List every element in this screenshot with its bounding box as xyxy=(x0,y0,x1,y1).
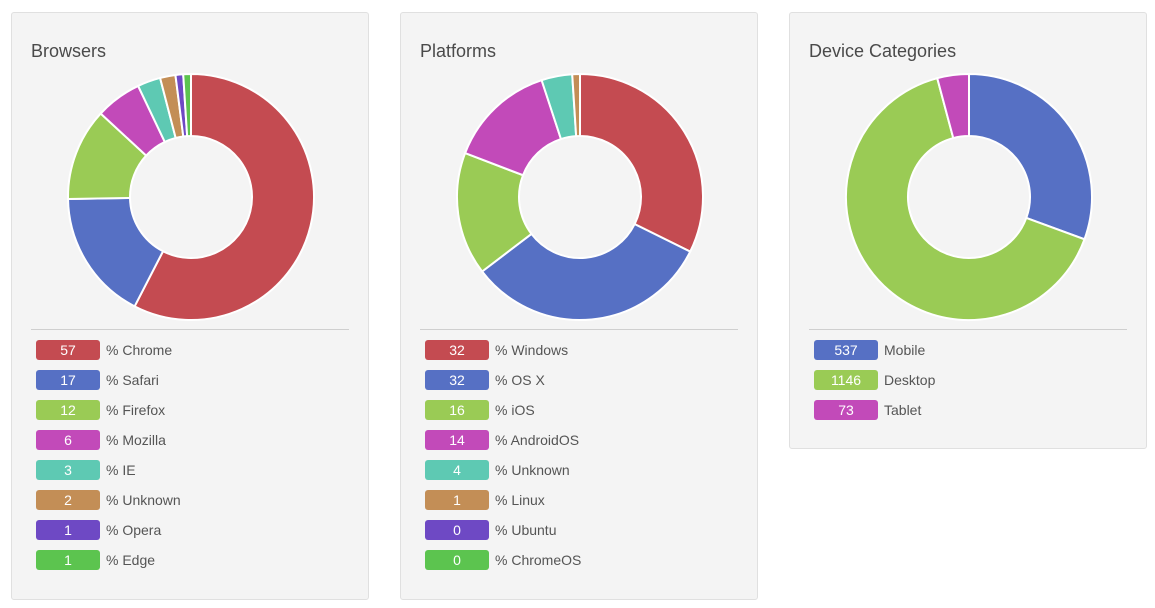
slice-os-x[interactable] xyxy=(480,222,692,321)
legend-item: 14 % AndroidOS xyxy=(425,425,581,455)
legend-item: 3 % IE xyxy=(36,455,181,485)
platforms-donut-chart xyxy=(456,72,704,321)
panel-title: Browsers xyxy=(31,41,107,61)
legend-label: % OS X xyxy=(495,372,545,388)
value-badge: 6 xyxy=(36,430,100,450)
value-badge: 32 xyxy=(425,340,489,360)
value-badge: 2 xyxy=(36,490,100,510)
value-badge: 1 xyxy=(425,490,489,510)
legend-label: % ChromeOS xyxy=(495,552,582,568)
legend-label: % Opera xyxy=(106,522,162,538)
legend-label: % Unknown xyxy=(106,492,181,508)
legend-label: % Unknown xyxy=(495,462,570,478)
device-categories-panel: Device Categories 537 Mobile 1146 Desktop 73… xyxy=(789,12,1147,449)
legend-item: 32 % Windows xyxy=(425,335,581,365)
legend-label: % Chrome xyxy=(106,342,173,358)
value-badge: 537 xyxy=(814,340,878,360)
slice-tablet[interactable] xyxy=(936,72,970,140)
slice-chrome[interactable] xyxy=(133,72,315,321)
value-badge: 1 xyxy=(36,550,100,570)
legend-label: % iOS xyxy=(495,402,535,418)
slice-linux[interactable] xyxy=(571,72,581,138)
panel-title: Platforms xyxy=(420,41,497,61)
legend-label: Desktop xyxy=(884,372,936,388)
legend-divider xyxy=(809,329,1127,330)
legend-item: 17 % Safari xyxy=(36,365,181,395)
legend-label: Mobile xyxy=(884,342,926,358)
slice-desktop[interactable] xyxy=(845,76,1086,321)
legend-label: % IE xyxy=(106,462,136,478)
legend-item: 57 % Chrome xyxy=(36,335,181,365)
legend-label: % Safari xyxy=(106,372,159,388)
legend-item: 1 % Edge xyxy=(36,545,181,575)
legend-item: 12 % Firefox xyxy=(36,395,181,425)
legend-divider xyxy=(31,329,349,330)
value-badge: 1 xyxy=(36,520,100,540)
value-badge: 17 xyxy=(36,370,100,390)
browsers-panel: Browsers 57% Chrome 17% Safari 12% Firefox… xyxy=(11,12,369,600)
legend-label: % Ubuntu xyxy=(495,522,557,538)
legend-item: 2 % Unknown xyxy=(36,485,181,515)
value-badge: 14 xyxy=(425,430,489,450)
legend-label: % Windows xyxy=(495,342,569,358)
legend-item: 537 Mobile xyxy=(814,335,935,365)
slice-edge[interactable] xyxy=(182,72,192,138)
slice-windows[interactable] xyxy=(579,72,704,253)
legend-item: 1 % Opera xyxy=(36,515,181,545)
platforms-panel: Platforms 32% Windows 32% OS X 16% iOS 14% … xyxy=(400,12,758,600)
legend-item: 32 % OS X xyxy=(425,365,581,395)
legend-item: 73 Tablet xyxy=(814,395,935,425)
browsers-legend: 57% Chrome 17% Safari 12% Firefox 6% Mozill… xyxy=(36,335,181,575)
legend-item: 1 % Linux xyxy=(425,485,581,515)
value-badge: 1146 xyxy=(814,370,878,390)
legend-label: % Linux xyxy=(495,492,545,508)
value-badge: 0 xyxy=(425,520,489,540)
value-badge: 4 xyxy=(425,460,489,480)
value-badge: 57 xyxy=(36,340,100,360)
legend-item: 1146 Desktop xyxy=(814,365,935,395)
value-badge: 32 xyxy=(425,370,489,390)
legend-label: % AndroidOS xyxy=(495,432,580,448)
legend-label: % Mozilla xyxy=(106,432,166,448)
legend-label: % Firefox xyxy=(106,402,166,418)
legend-item: 6 % Mozilla xyxy=(36,425,181,455)
legend-item: 16 % iOS xyxy=(425,395,581,425)
value-badge: 3 xyxy=(36,460,100,480)
value-badge: 16 xyxy=(425,400,489,420)
legend-item: 4 % Unknown xyxy=(425,455,581,485)
legend-label: Tablet xyxy=(884,402,922,418)
slice-mobile[interactable] xyxy=(968,72,1093,241)
panel-title: Device Categories xyxy=(809,41,957,61)
legend-label: % Edge xyxy=(106,552,156,568)
browsers-donut-chart xyxy=(66,72,315,321)
value-badge: 73 xyxy=(814,400,878,420)
platforms-legend: 32% Windows 32% OS X 16% iOS 14% AndroidOS 4… xyxy=(425,335,581,575)
legend-item: 0 % ChromeOS xyxy=(425,545,581,575)
value-badge: 12 xyxy=(36,400,100,420)
device-categories-donut-chart xyxy=(845,72,1093,321)
legend-divider xyxy=(420,329,738,330)
device-categories-legend: 537 Mobile 1146 Desktop 73 Tablet xyxy=(814,335,935,425)
legend-item: 0 % Ubuntu xyxy=(425,515,581,545)
value-badge: 0 xyxy=(425,550,489,570)
